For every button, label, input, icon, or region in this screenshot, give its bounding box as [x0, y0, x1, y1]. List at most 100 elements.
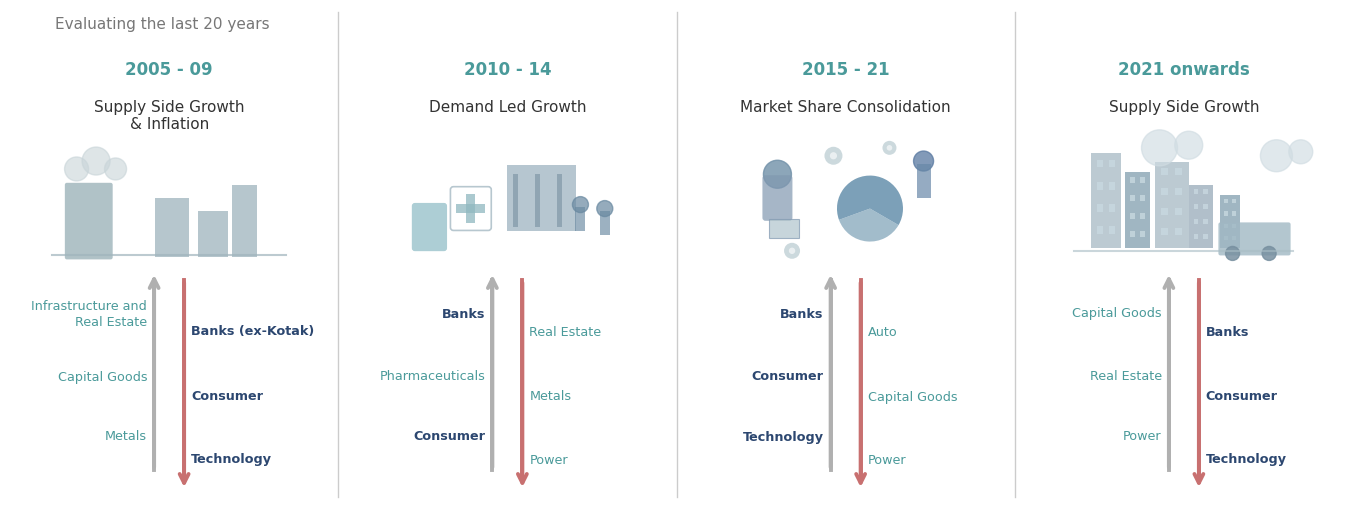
Bar	[456, 204, 486, 213]
Circle shape	[104, 158, 127, 180]
Bar	[1193, 204, 1199, 209]
Bar	[1130, 230, 1135, 237]
Bar	[1220, 195, 1239, 248]
Bar	[1203, 189, 1208, 194]
Bar	[1224, 199, 1229, 203]
Bar	[1130, 213, 1135, 219]
Text: Consumer: Consumer	[1206, 390, 1277, 403]
Text: Power: Power	[867, 453, 907, 467]
Bar	[1203, 204, 1208, 209]
Wedge shape	[839, 209, 898, 242]
Bar	[1233, 211, 1237, 215]
Bar	[1176, 168, 1183, 175]
Circle shape	[1262, 246, 1276, 261]
Bar	[199, 211, 227, 257]
Wedge shape	[838, 176, 902, 225]
Bar	[1097, 160, 1103, 168]
Text: Auto: Auto	[867, 326, 897, 338]
Bar	[1161, 188, 1168, 195]
Bar	[507, 165, 575, 231]
Text: Real Estate: Real Estate	[529, 326, 602, 338]
Circle shape	[83, 147, 110, 175]
Bar	[534, 174, 540, 227]
Circle shape	[882, 141, 897, 155]
Bar	[1189, 185, 1214, 248]
Bar	[233, 185, 257, 257]
Circle shape	[913, 151, 934, 171]
Circle shape	[789, 247, 796, 254]
Bar	[1193, 234, 1199, 239]
Text: Metals: Metals	[106, 430, 147, 444]
Bar	[467, 194, 475, 223]
Bar	[1097, 204, 1103, 212]
Text: Infrastructure and
Real Estate: Infrastructure and Real Estate	[31, 300, 147, 328]
FancyBboxPatch shape	[763, 175, 793, 221]
Text: Banks (ex-Kotak): Banks (ex-Kotak)	[191, 326, 314, 338]
Bar	[1203, 234, 1208, 239]
Bar	[513, 174, 518, 227]
Text: 2021 onwards: 2021 onwards	[1118, 61, 1250, 79]
FancyBboxPatch shape	[65, 183, 112, 260]
Bar	[1141, 195, 1145, 201]
Text: Capital Goods: Capital Goods	[867, 390, 958, 403]
Bar	[1176, 209, 1183, 215]
Text: Metals: Metals	[529, 390, 571, 403]
Circle shape	[1174, 131, 1203, 159]
Text: Banks: Banks	[442, 307, 486, 320]
Bar	[1109, 226, 1115, 234]
Bar	[1233, 199, 1237, 203]
Bar	[1109, 160, 1115, 168]
Bar	[916, 164, 931, 198]
Text: Demand Led Growth: Demand Led Growth	[429, 100, 586, 115]
Text: 2005 - 09: 2005 - 09	[126, 61, 212, 79]
Text: Technology: Technology	[1206, 453, 1287, 467]
Bar	[1130, 195, 1135, 201]
Text: Supply Side Growth: Supply Side Growth	[1108, 100, 1260, 115]
Bar	[1154, 162, 1189, 248]
Bar	[1233, 236, 1237, 240]
Circle shape	[1261, 140, 1292, 172]
Bar	[1097, 182, 1103, 189]
Circle shape	[1142, 130, 1177, 166]
Text: Power: Power	[1123, 430, 1162, 444]
Bar	[1141, 230, 1145, 237]
Bar	[1092, 153, 1120, 248]
FancyBboxPatch shape	[1219, 222, 1291, 255]
Bar	[1233, 223, 1237, 228]
Circle shape	[763, 160, 792, 188]
Circle shape	[886, 145, 892, 151]
Bar	[770, 219, 800, 238]
Bar	[1224, 223, 1229, 228]
Text: Banks: Banks	[781, 307, 824, 320]
Text: 2015 - 21: 2015 - 21	[802, 61, 889, 79]
Bar	[1141, 213, 1145, 219]
Text: Consumer: Consumer	[752, 370, 824, 384]
Text: Banks: Banks	[1206, 326, 1249, 338]
Bar	[1176, 228, 1183, 235]
Bar	[1224, 236, 1229, 240]
Text: Technology: Technology	[743, 430, 824, 444]
Text: Consumer: Consumer	[191, 390, 262, 403]
Circle shape	[829, 152, 838, 160]
Circle shape	[597, 201, 613, 217]
Bar	[1161, 168, 1168, 175]
Bar	[1193, 219, 1199, 224]
Bar	[1109, 204, 1115, 212]
Text: Capital Goods: Capital Goods	[57, 370, 147, 384]
Text: Real Estate: Real Estate	[1089, 370, 1162, 384]
Text: Pharmaceuticals: Pharmaceuticals	[379, 370, 486, 384]
Bar	[1141, 177, 1145, 183]
Circle shape	[824, 147, 843, 165]
Bar	[1130, 177, 1135, 183]
Circle shape	[572, 197, 589, 213]
Text: Consumer: Consumer	[414, 430, 486, 444]
Bar	[575, 207, 586, 231]
Text: Technology: Technology	[191, 453, 272, 467]
Bar	[556, 174, 561, 227]
Bar	[1203, 219, 1208, 224]
Text: Power: Power	[529, 453, 568, 467]
Bar	[154, 198, 188, 257]
Bar	[1097, 226, 1103, 234]
Bar	[1161, 209, 1168, 215]
Circle shape	[1289, 140, 1312, 164]
